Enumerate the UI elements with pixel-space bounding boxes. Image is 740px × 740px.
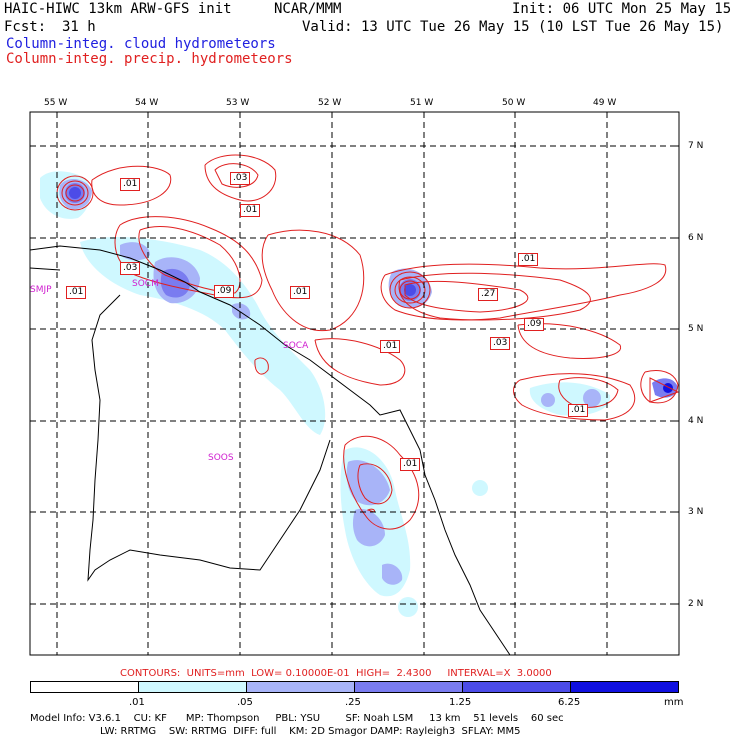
lat-label: 2 N xyxy=(688,599,704,609)
colorbar-bin xyxy=(355,682,463,692)
colorbar xyxy=(30,681,679,693)
contour-label: .01 xyxy=(380,340,401,353)
lat-label: 5 N xyxy=(688,324,704,334)
org-label: NCAR/MMM xyxy=(274,1,342,17)
colorbar-tick: .01 xyxy=(129,697,145,708)
coastline xyxy=(29,245,511,656)
axis-ticks xyxy=(56,112,679,605)
legend-precip: Column-integ. precip. hydrometeors xyxy=(6,51,293,67)
lon-label: 54 W xyxy=(135,98,159,108)
colorbar-bin xyxy=(139,682,247,692)
fcst-label: Fcst: xyxy=(4,19,47,35)
contour-label: .01 xyxy=(290,286,311,299)
contour-label: .09 xyxy=(214,285,235,298)
contour-label: .01 xyxy=(400,458,421,471)
title-left: HAIC-HIWC 13km ARW-GFS init xyxy=(4,1,232,17)
colorbar-tick: .05 xyxy=(237,697,253,708)
lon-label: 52 W xyxy=(318,98,342,108)
init-label: Init: 06 UTC Mon 25 May 15 xyxy=(512,1,732,17)
lat-label: 6 N xyxy=(688,233,704,243)
colorbar-tick: .25 xyxy=(345,697,361,708)
contour-label: .01 xyxy=(66,286,87,299)
contour-label: .27 xyxy=(478,288,499,301)
lon-label: 53 W xyxy=(226,98,250,108)
contour-label: .09 xyxy=(524,318,545,331)
colorbar-bin xyxy=(247,682,355,692)
contour-label: .01 xyxy=(568,404,589,417)
lat-label: 3 N xyxy=(688,507,704,517)
map-grid xyxy=(30,112,679,655)
lon-label: 55 W xyxy=(44,98,68,108)
coastline xyxy=(29,267,61,271)
border xyxy=(87,294,331,582)
station-label: SOCA xyxy=(283,341,309,351)
lon-label: 50 W xyxy=(502,98,526,108)
contour-label: .03 xyxy=(120,262,141,275)
colorbar-tick: 1.25 xyxy=(449,697,472,708)
lat-label: 7 N xyxy=(688,141,704,151)
cloud-shading xyxy=(40,171,678,617)
map-frame xyxy=(29,111,680,656)
model-info-line1: Model Info: V3.6.1 CU: KF MP: Thompson P… xyxy=(30,713,564,724)
colorbar-unit: mm xyxy=(664,697,684,708)
station-label: SOOS xyxy=(208,453,234,463)
colorbar-bin xyxy=(571,682,678,692)
lon-label: 51 W xyxy=(410,98,434,108)
colorbar-bin xyxy=(463,682,571,692)
contour-label: .01 xyxy=(120,178,141,191)
station-label: SOCM xyxy=(132,279,159,289)
lon-label: 49 W xyxy=(593,98,617,108)
legend-cloud: Column-integ. cloud hydrometeors xyxy=(6,36,276,52)
contours-info: CONTOURS: UNITS=mm LOW= 0.10000E-01 HIGH… xyxy=(120,668,552,679)
contour-label: .03 xyxy=(230,172,251,185)
valid-label: Valid: 13 UTC Tue 26 May 15 (10 LST Tue … xyxy=(302,19,724,35)
colorbar-tick: 6.25 xyxy=(558,697,581,708)
contour-label: .01 xyxy=(518,253,539,266)
contour-label: .03 xyxy=(490,337,511,350)
station-label: SMJP xyxy=(30,285,52,295)
fcst-value: 31 h xyxy=(62,19,96,35)
contour-label: .01 xyxy=(240,204,261,217)
model-info-line2: LW: RRTMG SW: RRTMG DIFF: full KM: 2D Sm… xyxy=(100,726,521,737)
lat-label: 4 N xyxy=(688,416,704,426)
colorbar-bin xyxy=(31,682,139,692)
